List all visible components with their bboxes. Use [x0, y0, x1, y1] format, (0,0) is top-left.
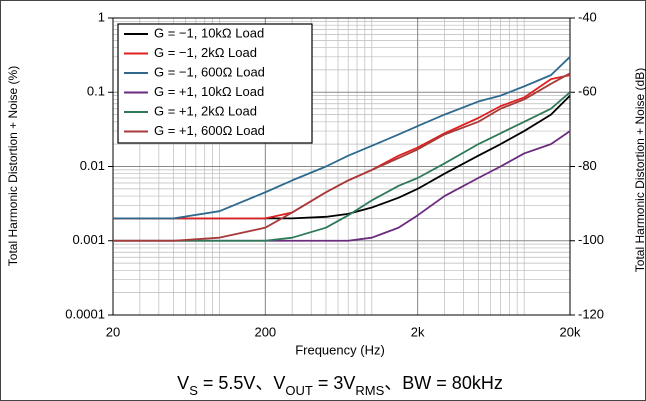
title-part: S	[189, 383, 198, 398]
y-tick-label: 0.1	[87, 84, 105, 99]
x-tick-label: 200	[254, 324, 276, 339]
title-part: 、BW = 80kHz	[384, 373, 503, 393]
title-part: V	[177, 373, 189, 393]
title-part: = 3V	[313, 373, 356, 393]
y2-tick-label: -100	[578, 232, 604, 247]
y2-tick-label: -60	[578, 84, 597, 99]
legend-box	[117, 23, 313, 144]
y-axis-label: Total Harmonic Distortion + Noise (%)	[6, 66, 20, 266]
chart-title: VS = 5.5V、VOUT = 3VRMS、BW = 80kHz	[177, 373, 503, 398]
x-tick-label: 2k	[411, 324, 425, 339]
plot-frame	[112, 17, 571, 316]
y2-tick-label: -80	[578, 158, 597, 173]
series-line	[113, 74, 571, 220]
legend-label: G = +1, 2kΩ Load	[154, 103, 257, 118]
y2-tick-label: -120	[578, 306, 604, 321]
title-part: RMS	[355, 383, 384, 398]
legend-label: G = +1, 600Ω Load	[154, 123, 265, 138]
legend-label: G = −1, 600Ω Load	[154, 64, 265, 79]
x-tick-label: 20	[106, 324, 120, 339]
y2-axis-label: Total Harmonic Distortion + Noise (dB)	[633, 68, 646, 272]
title-part: OUT	[285, 383, 313, 398]
series-line	[113, 91, 571, 242]
series-line	[113, 56, 571, 220]
x-tick-label: 20k	[560, 324, 581, 339]
legend-label: G = −1, 10kΩ Load	[154, 25, 264, 40]
y2-tick-label: -40	[578, 9, 597, 24]
series-line	[113, 72, 571, 242]
x-axis-label: Frequency (Hz)	[295, 342, 385, 357]
legend-label: G = −1, 2kΩ Load	[154, 45, 257, 60]
title-part: = 5.5V、V	[198, 373, 286, 393]
y-tick-label: 1	[98, 9, 105, 24]
legend-label: G = +1, 10kΩ Load	[154, 84, 264, 99]
y-tick-label: 0.01	[80, 158, 105, 173]
y-tick-label: 0.0001	[65, 306, 105, 321]
y-tick-label: 0.001	[72, 232, 105, 247]
